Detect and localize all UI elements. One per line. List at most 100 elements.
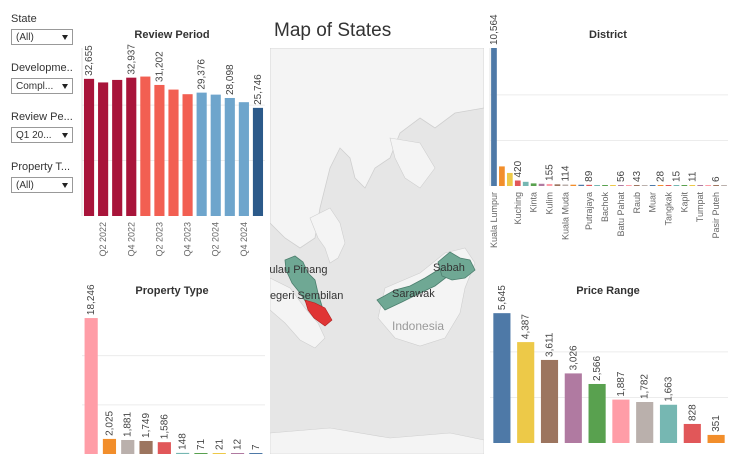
district-bar[interactable] [721, 185, 727, 186]
district-bar[interactable] [665, 185, 672, 186]
district-bar[interactable] [594, 185, 600, 186]
state-dropdown[interactable]: (All) [11, 29, 73, 45]
property-type-value-label: 12 [233, 438, 244, 450]
district-bar[interactable] [522, 181, 529, 186]
review-period-value-label: 32,655 [84, 45, 95, 76]
development-dropdown[interactable]: Compl... [11, 78, 73, 94]
review-period-bar[interactable] [126, 77, 137, 216]
district-bar[interactable] [713, 185, 719, 186]
district-tick-label: Tangkak [664, 192, 674, 226]
price-range-bar[interactable] [683, 423, 701, 443]
map-label-negeri-sembilan: Negeri Sembilan [270, 290, 344, 302]
filter-state-label: State [11, 13, 37, 25]
price-range-bar[interactable] [636, 402, 654, 443]
review-period-bar[interactable] [98, 82, 109, 216]
map-of-states[interactable]: Pulau Pinang Negeri Sembilan Sarawak Sab… [270, 48, 484, 454]
review-period-value-label: 28,098 [225, 64, 236, 95]
review-period-dropdown[interactable]: Q1 20... [11, 127, 73, 143]
property-type-dropdown[interactable]: (All) [11, 177, 73, 193]
property-type-bar[interactable] [102, 438, 117, 454]
review-period-bar[interactable] [238, 102, 249, 216]
district-bar[interactable] [578, 184, 585, 186]
district-bar[interactable] [586, 184, 593, 186]
price-range-bar[interactable] [612, 399, 630, 443]
price-range-bar[interactable] [517, 342, 535, 443]
sabah-shape[interactable] [437, 251, 476, 281]
chevron-down-icon [62, 132, 68, 138]
district-bar[interactable] [673, 185, 680, 186]
property-type-bar[interactable] [139, 440, 153, 454]
review-period-bar[interactable] [210, 94, 221, 216]
price-range-value-label: 1,887 [616, 371, 627, 396]
district-tick-label: Raub [632, 192, 642, 214]
district-bar[interactable] [506, 172, 513, 186]
mainland-shape [270, 48, 484, 249]
review-period-bar[interactable] [168, 89, 179, 216]
district-bar[interactable] [657, 185, 664, 186]
district-bar[interactable] [602, 185, 608, 186]
price-range-value-label: 3,026 [568, 345, 579, 370]
district-tick-label: Putrajaya [584, 192, 594, 230]
district-bar[interactable] [530, 183, 537, 186]
district-bar[interactable] [491, 48, 497, 186]
district-value-label: 43 [632, 170, 643, 182]
district-bar[interactable] [681, 185, 688, 186]
price-range-bar[interactable] [659, 404, 678, 443]
property-type-bar[interactable] [121, 439, 135, 454]
district-bar[interactable] [689, 185, 696, 186]
district-tick-label: Kulim [545, 192, 555, 215]
district-value-label: 114 [560, 165, 571, 181]
district-bar[interactable] [618, 185, 624, 186]
review-period-bar[interactable] [224, 97, 235, 216]
district-tick-label: Pasir Puteh [711, 192, 721, 239]
district-bar[interactable] [514, 180, 521, 186]
sumatra-shape [270, 277, 326, 349]
price-range-bar[interactable] [540, 359, 559, 443]
negeri-sembilan-shape[interactable] [304, 299, 333, 327]
district-bar[interactable] [546, 183, 553, 186]
review-period-tick-label: Q2 2024 [211, 222, 221, 257]
property-type-bar[interactable] [157, 442, 171, 454]
district-bar[interactable] [697, 185, 704, 186]
review-period-bar[interactable] [112, 79, 123, 216]
property-type-value-label: 7 [251, 444, 262, 450]
review-period-bar[interactable] [83, 78, 95, 216]
chevron-down-icon [62, 83, 68, 89]
district-bar[interactable] [705, 185, 712, 186]
price-range-bar[interactable] [707, 434, 725, 443]
review-period-value-label: 31,202 [154, 51, 165, 82]
review-period-bar[interactable] [252, 107, 264, 216]
review-period-bar[interactable] [140, 76, 151, 216]
district-value-label: 11 [687, 171, 698, 182]
district-title: District [589, 29, 627, 41]
district-bar[interactable] [554, 184, 561, 186]
review-period-title: Review Period [134, 29, 210, 41]
price-range-value-label: 5,645 [497, 285, 508, 310]
district-bar[interactable] [562, 184, 569, 186]
price-range-value-label: 828 [687, 404, 698, 421]
property-type-value-label: 18,246 [86, 284, 97, 315]
state-dropdown-value: (All) [16, 31, 34, 43]
district-bar[interactable] [625, 185, 632, 186]
peninsular-malaysia-shape[interactable] [284, 255, 323, 311]
district-bar[interactable] [649, 185, 656, 186]
property-type-bar[interactable] [84, 318, 98, 454]
district-bar[interactable] [610, 185, 616, 186]
property-type-bar[interactable] [176, 452, 190, 454]
property-type-value-label: 1,586 [159, 414, 170, 439]
price-range-bar[interactable] [564, 373, 582, 443]
review-period-bar[interactable] [154, 84, 165, 216]
price-range-bar[interactable] [588, 383, 606, 443]
district-bar[interactable] [570, 184, 577, 186]
district-bar[interactable] [633, 185, 640, 186]
development-dropdown-value: Compl... [16, 80, 54, 92]
district-bar[interactable] [641, 185, 648, 186]
district-bar[interactable] [538, 183, 545, 186]
review-period-bar[interactable] [196, 92, 207, 216]
district-bar[interactable] [499, 166, 505, 186]
chevron-down-icon [62, 182, 68, 188]
review-period-bar[interactable] [182, 94, 193, 216]
price-range-bar[interactable] [493, 313, 511, 443]
